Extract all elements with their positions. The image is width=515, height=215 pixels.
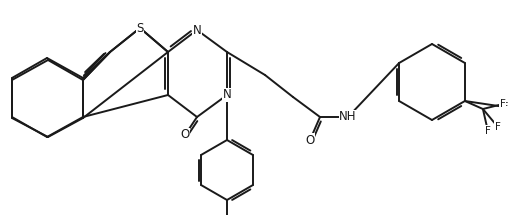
Text: F: F (495, 122, 501, 132)
Text: N: N (193, 23, 201, 37)
Text: F: F (485, 126, 491, 136)
Text: N: N (222, 89, 231, 101)
Text: NH: NH (339, 111, 357, 123)
Text: O: O (305, 134, 315, 146)
Text: O: O (180, 129, 190, 141)
Text: F: F (500, 99, 506, 109)
Text: F: F (502, 102, 508, 112)
Text: S: S (136, 22, 144, 34)
